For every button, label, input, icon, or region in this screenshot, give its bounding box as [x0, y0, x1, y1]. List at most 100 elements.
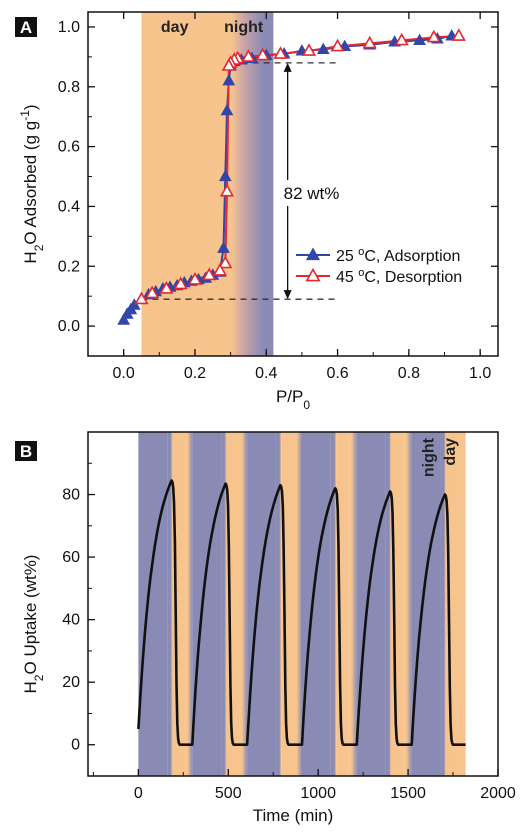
- panel-b-letter: B: [20, 442, 32, 461]
- y-tick-label-a: 0.2: [58, 258, 80, 275]
- desorption-point: [202, 267, 217, 281]
- desorption-point: [241, 49, 256, 62]
- desorption-point: [426, 29, 441, 43]
- day-to-night-fade: [239, 432, 248, 776]
- shaded-bands-a: day night: [141, 12, 274, 356]
- night-band: [356, 432, 386, 776]
- y-tick-label-b: 60: [62, 549, 80, 566]
- y-tick-label-b: 80: [62, 487, 80, 504]
- series-a: [117, 28, 466, 325]
- plot-frame-a: [87, 11, 499, 357]
- legend-entry: 25 oC, Adsorption: [336, 246, 460, 265]
- panel-b-letter-box: [15, 441, 37, 461]
- panel-a-letter-box: [15, 17, 37, 37]
- desorption-point: [362, 35, 377, 49]
- annotation-label: 82 wt%: [284, 184, 340, 203]
- x-axis-label-b: Time (min): [253, 806, 334, 825]
- y-tick-label-a: 0.4: [58, 198, 80, 215]
- desorption-point: [145, 285, 160, 299]
- y-tick-label-a: 1.0: [58, 19, 80, 36]
- band-label-night: night: [420, 437, 437, 477]
- dashed-reference-lines: [141, 62, 338, 300]
- night-band: [411, 432, 441, 776]
- x-tick-label-a: 0.4: [255, 365, 277, 382]
- x-tick-label-a: 0.8: [398, 365, 420, 382]
- y-axis-label-a: H2O Adsorbed (g g-1): [18, 104, 46, 263]
- adsorption-point: [413, 33, 426, 45]
- desorption-point: [221, 58, 236, 71]
- panel-a: day night 0.0 0.2 0.4 0.6 0.8 1.00.00.20.40.60…: [15, 11, 499, 412]
- desorption-point: [219, 183, 235, 197]
- x-tick-label-a: 0.2: [184, 365, 206, 382]
- band-label-day: day: [442, 438, 459, 466]
- annotation-82wt: 82 wt%: [279, 62, 360, 300]
- y-tick-label-a: 0.6: [58, 139, 80, 156]
- annotation-label-bg: [279, 180, 360, 206]
- desorption-point: [330, 38, 345, 52]
- day-night-band-a: [141, 12, 274, 356]
- desorption-point: [212, 263, 227, 276]
- night-to-day-fade: [385, 432, 392, 776]
- night-to-day-fade: [167, 432, 173, 776]
- day-to-night-fade: [403, 432, 412, 776]
- desorption-point: [451, 28, 466, 41]
- adsorption-point: [127, 298, 141, 310]
- day-to-night-fade: [458, 432, 466, 776]
- axes-b: 0 500 1000 1500 2000 0 20 40 60 80 Time (min) H2O U…: [21, 431, 516, 825]
- adsorption-point: [220, 103, 234, 116]
- legend-a: 25 oC, Adsorption 45 oC, Desorption: [296, 246, 462, 286]
- legend-entry: 45 oC, Desorption: [336, 267, 462, 286]
- x-tick-label-b: 1500: [390, 785, 426, 802]
- desorption-point: [301, 43, 317, 56]
- panel-b: night day 0 500 1000 1500 2000 0 20 40 60 80 Time (…: [15, 431, 516, 825]
- y-tick-label-b: 40: [62, 612, 80, 629]
- night-to-day-fade: [221, 432, 227, 776]
- desorption-point: [273, 46, 288, 59]
- desorption-point: [187, 272, 203, 285]
- x-tick-label-b: 500: [215, 785, 242, 802]
- x-axis-label-a: P/P0: [276, 387, 310, 412]
- x-tick-label-b: 0: [134, 785, 143, 802]
- panel-a-letter: A: [20, 18, 32, 37]
- series-b: [137, 479, 466, 746]
- legend-marker-desorption: [305, 267, 321, 282]
- plot-frame-b: [87, 431, 499, 777]
- y-tick-label-b: 0: [71, 737, 80, 754]
- x-tick-label-b: 2000: [480, 785, 516, 802]
- desorption-point: [255, 47, 270, 61]
- adsorption-point: [316, 42, 330, 54]
- adsorption-point: [218, 169, 232, 182]
- day-to-night-fade: [348, 432, 357, 776]
- x-tick-label-a: 1.0: [469, 365, 491, 382]
- day-to-night-fade: [293, 432, 302, 776]
- band-label-day: day: [161, 19, 189, 36]
- x-tick-label-a: 0.0: [113, 365, 135, 382]
- day-to-night-fade: [185, 432, 193, 776]
- night-to-day-fade: [275, 432, 282, 776]
- y-tick-label-b: 20: [62, 674, 80, 691]
- uptake-curve: [137, 479, 466, 746]
- desorption-point: [159, 281, 174, 294]
- night-to-day-fade: [330, 432, 337, 776]
- adsorption-point: [117, 313, 131, 325]
- y-tick-label-a: 0.0: [58, 318, 80, 335]
- night-band: [192, 432, 222, 776]
- band-label-night: night: [224, 19, 264, 36]
- night-band: [138, 432, 168, 776]
- desorption-point: [134, 291, 149, 305]
- desorption-point: [394, 32, 409, 46]
- y-axis-label-b: H2O Uptake (wt%): [21, 555, 46, 694]
- y-tick-label-a: 0.8: [58, 79, 80, 96]
- x-tick-label-b: 1000: [300, 785, 336, 802]
- adsorption-point: [222, 73, 236, 86]
- night-to-day-fade: [440, 432, 446, 776]
- night-band: [301, 432, 331, 776]
- axes-a: 0.0 0.2 0.4 0.6 0.8 1.0 0.0 0.2 0.4 0.6 0.8 1.0 P/P0…: [18, 11, 499, 412]
- desorption-point: [218, 255, 233, 269]
- adsorption-point: [217, 241, 230, 253]
- legend-marker-adsorption: [305, 247, 321, 261]
- desorption-point: [173, 276, 188, 290]
- x-tick-label-a: 0.6: [326, 365, 348, 382]
- annotation-arrow-head-up: [283, 62, 292, 72]
